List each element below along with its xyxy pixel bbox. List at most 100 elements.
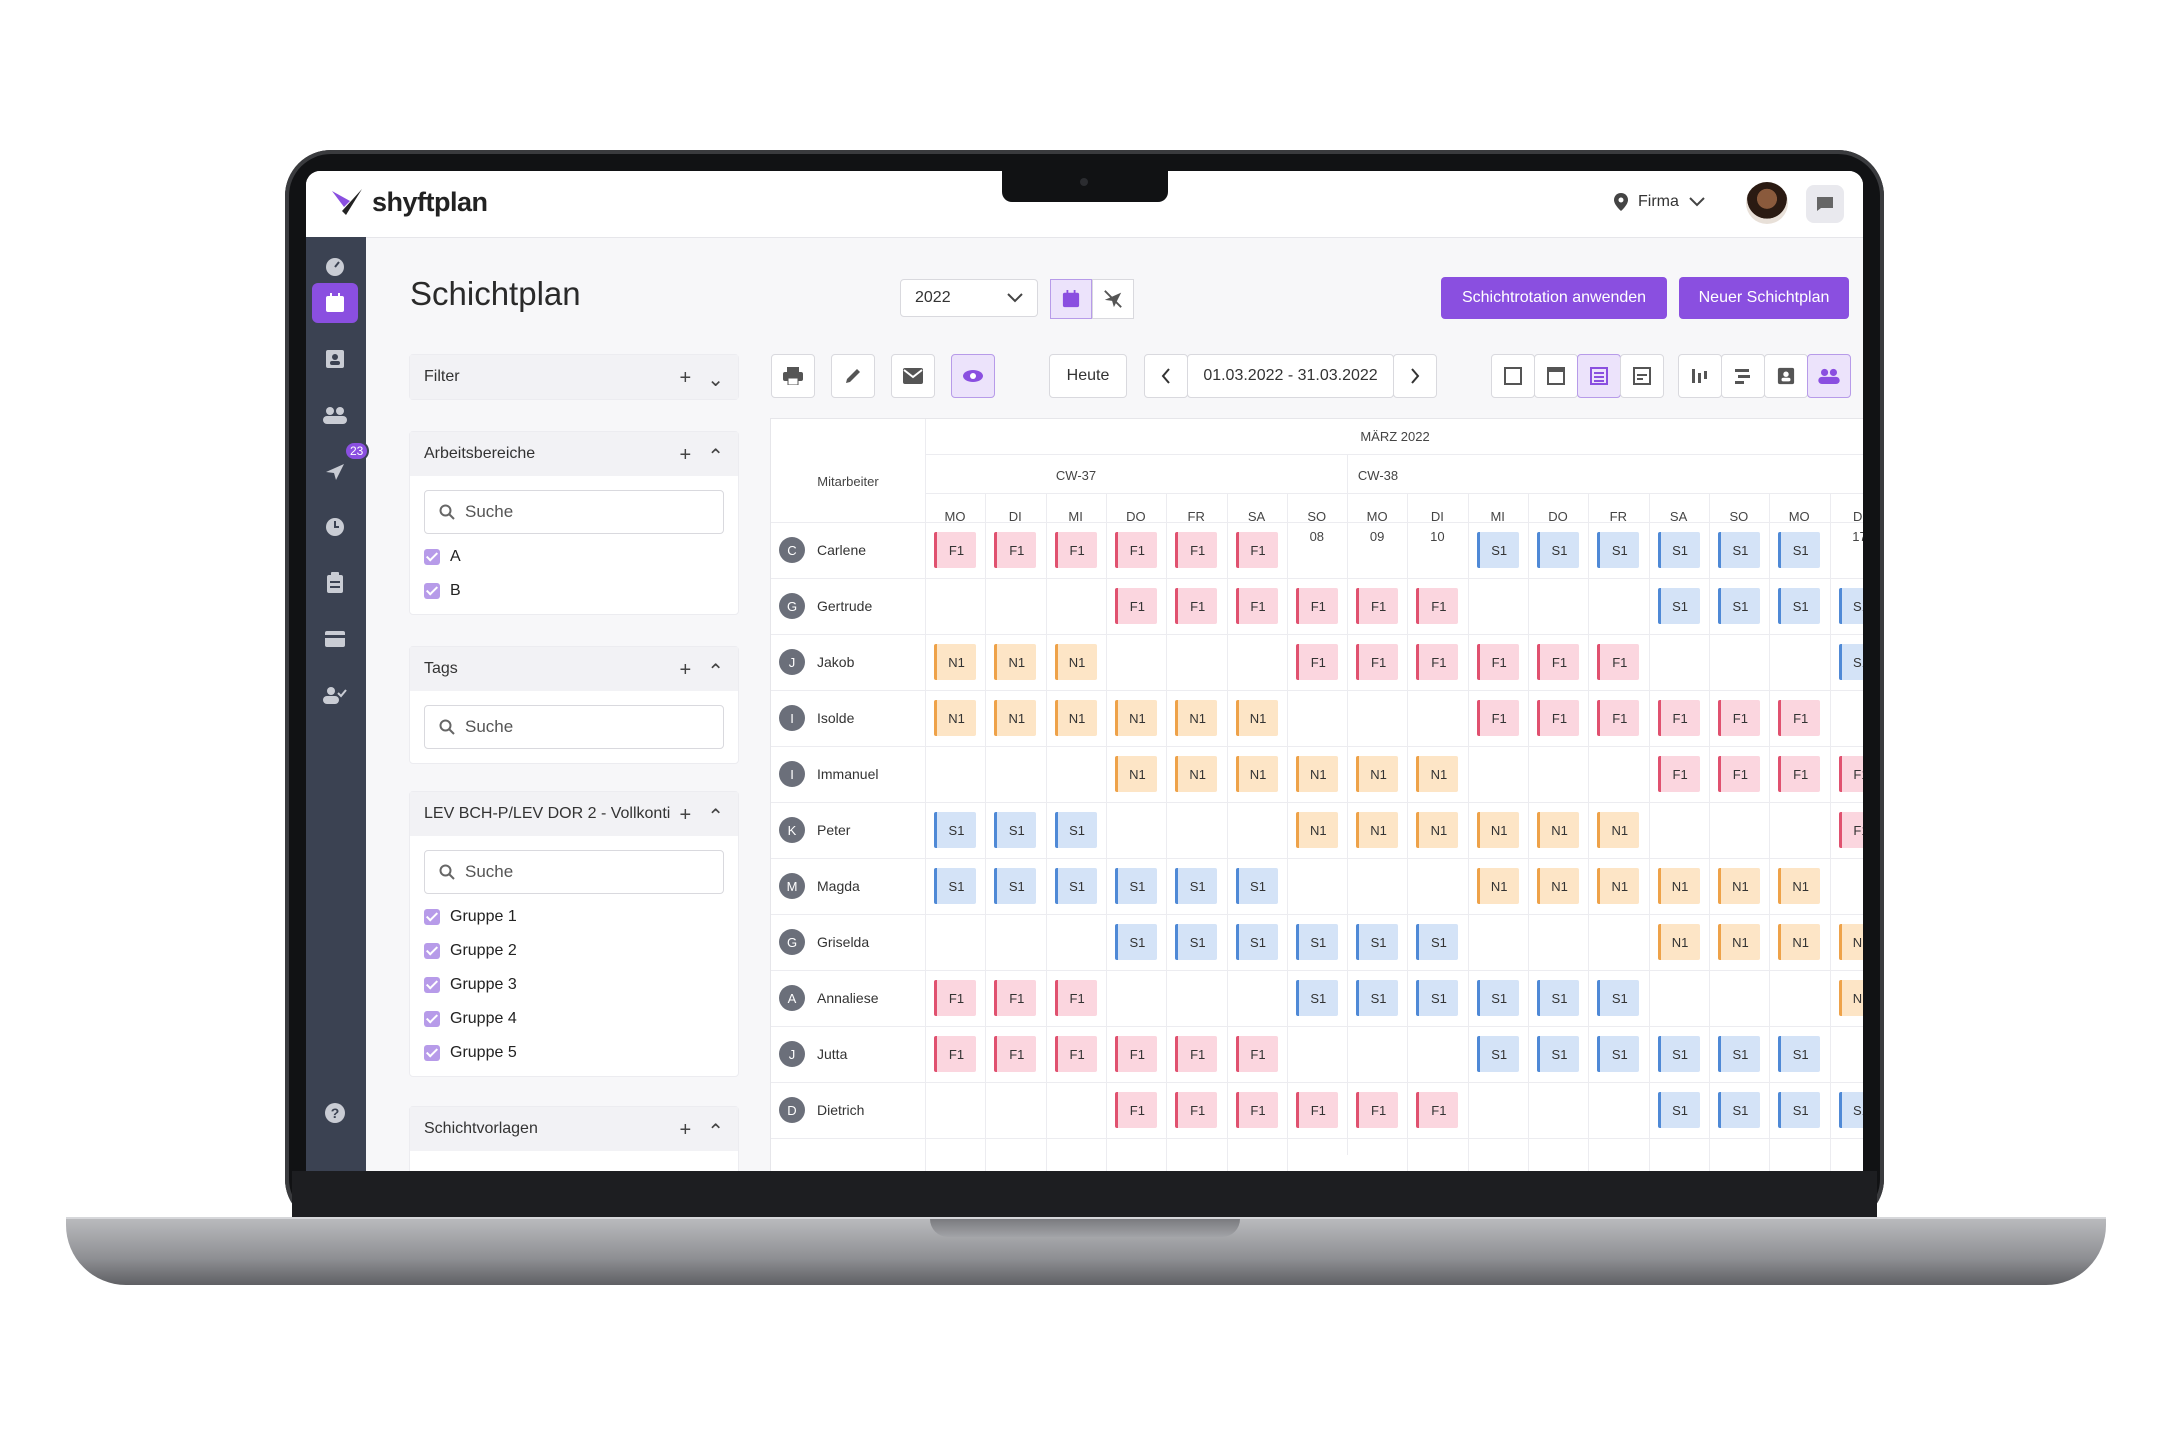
group-checkbox-1[interactable]: Gruppe 1 bbox=[410, 900, 738, 934]
shift-chip[interactable]: S1 bbox=[994, 812, 1037, 848]
shift-chip[interactable]: S1 bbox=[1235, 924, 1278, 960]
shift-chip[interactable]: F1 bbox=[1838, 756, 1863, 792]
employee-row-label[interactable]: K Peter bbox=[779, 802, 850, 858]
shift-chip[interactable]: N1 bbox=[1537, 812, 1579, 848]
shift-chip[interactable]: S1 bbox=[1476, 532, 1519, 568]
shift-chip[interactable]: F1 bbox=[1235, 532, 1278, 568]
employee-card-button[interactable] bbox=[1764, 354, 1808, 398]
shift-chip[interactable]: F1 bbox=[1175, 532, 1218, 568]
shift-chip[interactable]: F1 bbox=[1295, 1092, 1338, 1128]
shift-chip[interactable]: N1 bbox=[1657, 924, 1700, 960]
shift-chip[interactable]: S1 bbox=[1235, 868, 1278, 904]
shift-chip[interactable]: N1 bbox=[1295, 812, 1338, 848]
shift-chip[interactable]: S1 bbox=[1778, 532, 1821, 568]
shift-chip[interactable]: F1 bbox=[934, 532, 976, 568]
stats-button[interactable] bbox=[1678, 354, 1722, 398]
shift-chip[interactable]: N1 bbox=[994, 700, 1037, 736]
shift-chip[interactable]: F1 bbox=[1054, 532, 1097, 568]
chat-button[interactable] bbox=[1806, 185, 1844, 223]
shift-chip[interactable]: F1 bbox=[1356, 1092, 1399, 1128]
view-list-button[interactable] bbox=[1620, 354, 1664, 398]
checkbox[interactable] bbox=[424, 1045, 440, 1061]
shift-chip[interactable]: N1 bbox=[1597, 868, 1640, 904]
shift-chip[interactable]: N1 bbox=[1778, 924, 1821, 960]
chevron-up-icon[interactable]: ⌃ bbox=[707, 806, 724, 828]
sidebar-item-employees[interactable] bbox=[312, 395, 358, 435]
shift-chip[interactable]: N1 bbox=[1778, 868, 1821, 904]
shift-chip[interactable]: N1 bbox=[1295, 756, 1338, 792]
shift-chip[interactable]: N1 bbox=[1416, 812, 1459, 848]
shift-chip[interactable]: F1 bbox=[934, 980, 976, 1016]
shift-chip[interactable]: S1 bbox=[1597, 1036, 1640, 1072]
area-checkbox-b[interactable]: B bbox=[410, 574, 738, 614]
shift-chip[interactable]: F1 bbox=[1295, 644, 1338, 680]
employee-row-label[interactable]: D Dietrich bbox=[779, 1082, 864, 1138]
shift-chip[interactable]: N1 bbox=[934, 644, 976, 680]
shift-chip[interactable]: S1 bbox=[1114, 924, 1157, 960]
edit-button[interactable] bbox=[831, 354, 875, 398]
shift-chip[interactable]: N1 bbox=[1114, 756, 1157, 792]
employee-row-label[interactable]: G Griselda bbox=[779, 914, 869, 970]
shift-chip[interactable]: F1 bbox=[1657, 700, 1700, 736]
shift-chip[interactable]: S1 bbox=[1356, 924, 1399, 960]
checkbox[interactable] bbox=[424, 977, 440, 993]
group-checkbox-4[interactable]: Gruppe 4 bbox=[410, 1002, 738, 1036]
employee-row-label[interactable]: G Gertrude bbox=[779, 578, 872, 634]
shift-chip[interactable]: N1 bbox=[1717, 868, 1760, 904]
chevron-up-icon[interactable]: ⌃ bbox=[707, 661, 724, 683]
shift-chip[interactable]: F1 bbox=[1476, 644, 1519, 680]
shift-chip[interactable]: S1 bbox=[1537, 980, 1579, 1016]
shift-chip[interactable]: S1 bbox=[1778, 588, 1821, 624]
shift-chip[interactable]: F1 bbox=[1114, 532, 1157, 568]
chevron-down-icon[interactable]: ⌄ bbox=[707, 369, 724, 391]
shift-chip[interactable]: S1 bbox=[934, 812, 976, 848]
shift-chip[interactable]: F1 bbox=[1416, 588, 1459, 624]
chevron-up-icon[interactable]: ⌃ bbox=[707, 1121, 724, 1143]
shift-chip[interactable]: S1 bbox=[1717, 1036, 1760, 1072]
today-button[interactable]: Heute bbox=[1049, 354, 1127, 398]
shift-chip[interactable]: S1 bbox=[1838, 1092, 1863, 1128]
shift-chip[interactable]: F1 bbox=[1657, 756, 1700, 792]
calendar-view-toggle[interactable] bbox=[1050, 279, 1092, 319]
shift-chip[interactable]: F1 bbox=[1114, 588, 1157, 624]
brand-name[interactable]: shyftplan bbox=[372, 187, 488, 217]
shift-chip[interactable]: N1 bbox=[1175, 700, 1218, 736]
chevron-up-icon[interactable]: ⌃ bbox=[707, 446, 724, 468]
shift-chip[interactable]: S1 bbox=[1657, 532, 1700, 568]
shift-chip[interactable]: S1 bbox=[1778, 1092, 1821, 1128]
shift-chip[interactable]: S1 bbox=[934, 868, 976, 904]
shift-chip[interactable]: S1 bbox=[1356, 980, 1399, 1016]
shift-chip[interactable]: N1 bbox=[1054, 700, 1097, 736]
timeline-button[interactable] bbox=[1721, 354, 1765, 398]
shift-chip[interactable]: S1 bbox=[1657, 1036, 1700, 1072]
shift-chip[interactable]: S1 bbox=[1175, 868, 1218, 904]
employee-row-label[interactable]: J Jutta bbox=[779, 1026, 847, 1082]
shift-chip[interactable]: F1 bbox=[1235, 1092, 1278, 1128]
shift-chip[interactable]: F1 bbox=[1054, 1036, 1097, 1072]
add-icon[interactable]: + bbox=[679, 1119, 692, 1141]
tags-panel-header[interactable]: Tags + ⌃ bbox=[410, 647, 738, 691]
shift-chip[interactable]: F1 bbox=[1356, 588, 1399, 624]
new-schedule-button[interactable]: Neuer Schichtplan bbox=[1679, 277, 1849, 319]
shift-chip[interactable]: N1 bbox=[1657, 868, 1700, 904]
shift-chip[interactable]: F1 bbox=[1838, 812, 1863, 848]
sidebar-item-approvals[interactable] bbox=[312, 675, 358, 715]
shift-chip[interactable]: S1 bbox=[1054, 812, 1097, 848]
sidebar-item-payments[interactable] bbox=[312, 619, 358, 659]
sidebar-item-contacts[interactable] bbox=[312, 339, 358, 379]
shift-chip[interactable]: N1 bbox=[1175, 756, 1218, 792]
employee-row-label[interactable]: I Isolde bbox=[779, 690, 854, 746]
checkbox[interactable] bbox=[424, 909, 440, 925]
checkbox[interactable] bbox=[424, 1011, 440, 1027]
shift-chip[interactable]: F1 bbox=[1175, 1036, 1218, 1072]
user-avatar[interactable] bbox=[1746, 182, 1788, 224]
shift-chip[interactable]: F1 bbox=[994, 1036, 1037, 1072]
shift-chip[interactable]: S1 bbox=[1597, 532, 1640, 568]
employee-row-label[interactable]: A Annaliese bbox=[779, 970, 879, 1026]
tags-search-input[interactable]: Suche bbox=[424, 705, 724, 749]
employee-row-label[interactable]: I Immanuel bbox=[779, 746, 878, 802]
sidebar-item-schedule[interactable] bbox=[312, 283, 358, 323]
area-checkbox-a[interactable]: A bbox=[410, 540, 738, 574]
shift-chip[interactable]: F1 bbox=[1597, 644, 1640, 680]
templates-panel-header[interactable]: Schichtvorlagen + ⌃ bbox=[410, 1107, 738, 1151]
